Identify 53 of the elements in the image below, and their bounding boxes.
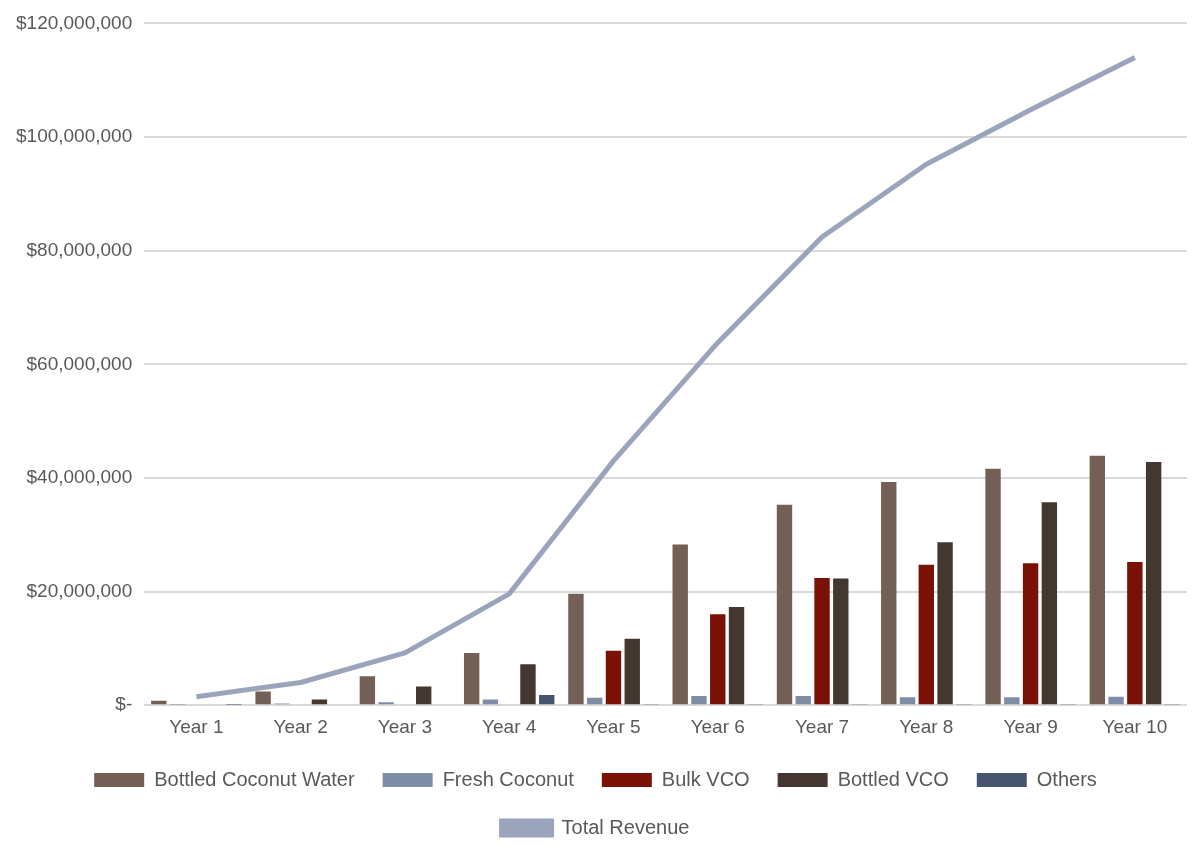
bar — [1127, 562, 1143, 705]
bar — [463, 652, 480, 705]
bar — [605, 650, 622, 705]
x-tick-label: Year 7 — [794, 715, 850, 737]
y-tick-label: $60,000,000 — [26, 352, 133, 374]
bar — [881, 481, 897, 705]
x-tick-label: Year 9 — [1003, 715, 1058, 737]
y-tick-label: $20,000,000 — [26, 579, 133, 601]
bar — [359, 676, 376, 705]
bar — [1108, 696, 1124, 705]
bar — [728, 606, 745, 705]
y-tick-label: $100,000,000 — [15, 125, 133, 147]
bar — [587, 697, 603, 705]
bar — [899, 697, 916, 705]
y-tick-label: $120,000,000 — [15, 11, 133, 33]
bar — [539, 694, 555, 705]
legend-label: Bottled Coconut Water — [154, 767, 355, 790]
bar — [520, 664, 536, 705]
bar — [985, 468, 1001, 705]
bar — [710, 614, 726, 705]
x-tick-label: Year 10 — [1102, 715, 1168, 737]
bar — [568, 593, 584, 705]
y-tick-label: $80,000,000 — [26, 238, 133, 260]
x-tick-label: Year 6 — [690, 715, 745, 737]
bar — [672, 544, 688, 705]
bar — [1089, 455, 1106, 705]
bar — [918, 564, 934, 705]
bar — [415, 686, 432, 705]
bar — [833, 578, 849, 705]
bar — [814, 577, 830, 705]
bar — [255, 691, 271, 705]
legend-label: Bottled VCO — [837, 767, 949, 790]
y-tick-label: $- — [115, 693, 133, 715]
bar — [691, 696, 707, 705]
legend-label: Fresh Coconut — [442, 767, 575, 790]
bar — [795, 696, 811, 705]
x-tick-label: Year 2 — [273, 715, 328, 737]
bar — [1022, 563, 1039, 705]
bar — [937, 542, 953, 705]
y-tick-label: $40,000,000 — [26, 466, 133, 488]
bar — [624, 638, 640, 705]
bar — [1145, 462, 1162, 705]
x-tick-label: Year 5 — [586, 715, 641, 737]
bar — [1041, 502, 1058, 705]
legend-label: Total Revenue — [561, 815, 690, 838]
legend-label: Bulk VCO — [661, 767, 750, 790]
x-tick-label: Year 4 — [482, 715, 537, 737]
x-tick-label: Year 8 — [899, 715, 954, 737]
bar — [1004, 697, 1020, 705]
bar — [776, 504, 793, 705]
x-tick-label: Year 1 — [169, 715, 224, 737]
legend-label: Others — [1036, 767, 1097, 790]
x-tick-label: Year 3 — [377, 715, 433, 737]
